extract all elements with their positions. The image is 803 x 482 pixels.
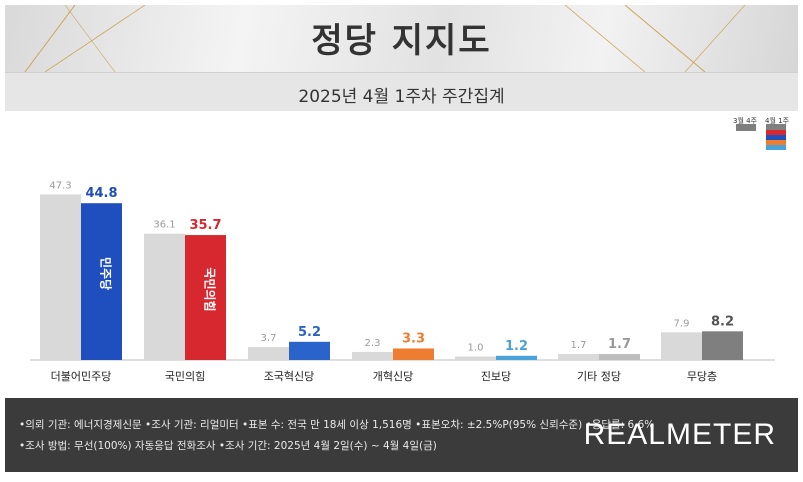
page-title: 정당 지지도 <box>311 21 492 61</box>
label-prev-2: 3.7 <box>261 333 277 344</box>
header-decoration <box>24 5 746 72</box>
bar-curr-6 <box>702 331 743 360</box>
label-curr-5: 1.7 <box>608 337 631 352</box>
party-logo-0: 민주당 <box>99 257 114 290</box>
category-label-3: 개혁신당 <box>373 370 413 383</box>
subtitle-bar: 2025년 4월 1주차 주간집계 <box>5 72 798 111</box>
label-curr-2: 5.2 <box>298 325 321 340</box>
page-subtitle: 2025년 4월 1주차 주간집계 <box>298 87 505 107</box>
category-label-5: 기타 정당 <box>577 370 621 383</box>
label-prev-5: 1.7 <box>571 340 587 351</box>
bar-prev-4 <box>455 356 496 360</box>
category-label-0: 더불어민주당 <box>51 370 112 383</box>
bar-curr-3 <box>393 348 434 360</box>
legend-swatch-curr-1 <box>766 124 786 130</box>
label-prev-1: 36.1 <box>153 220 175 231</box>
footer-line-2: •조사 방법: 무선(100%) 자동응답 전화조사 •조사 기간: 2025년… <box>19 440 437 452</box>
label-curr-3: 3.3 <box>402 331 425 346</box>
legend-swatch-curr-2 <box>766 130 786 135</box>
label-prev-3: 2.3 <box>365 338 381 349</box>
category-label-1: 국민의힘 <box>165 370 205 383</box>
category-label-6: 무당층 <box>687 370 717 383</box>
bar-curr-2 <box>289 341 330 360</box>
bar-prev-0 <box>40 194 81 360</box>
header-banner: 정당 지지도 <box>5 5 798 72</box>
legend-swatch-curr-3 <box>766 135 786 140</box>
category-label-2: 조국혁신당 <box>264 370 315 383</box>
bar-curr-4 <box>496 355 537 360</box>
bar-prev-2 <box>248 347 289 360</box>
legend-swatch-curr-4 <box>766 140 786 145</box>
label-prev-4: 1.0 <box>468 343 484 354</box>
bar-curr-1 <box>185 235 226 360</box>
brand-logo: REALMETER <box>583 418 776 451</box>
bar-curr-0 <box>81 203 122 360</box>
category-label-4: 진보당 <box>481 370 511 383</box>
party-logo-1: 국민의힘 <box>203 267 218 311</box>
legend-swatch-curr-5 <box>766 145 786 150</box>
label-curr-6: 8.2 <box>711 314 734 329</box>
label-prev-6: 7.9 <box>674 318 690 329</box>
label-curr-4: 1.2 <box>505 339 528 354</box>
bar-prev-1 <box>144 233 185 360</box>
label-curr-1: 35.7 <box>189 218 221 233</box>
label-prev-0: 47.3 <box>49 180 71 191</box>
bar-prev-6 <box>661 332 702 360</box>
legend-curr-label: 4월 1주 <box>765 117 790 125</box>
legend-prev-label: 3월 4주 <box>733 117 758 125</box>
bar-curr-5 <box>599 354 640 360</box>
legend-swatches <box>736 124 786 150</box>
footer-line-1: •의뢰 기관: 에너지경제신문 •조사 기관: 리얼미터 •표본 수: 전국 만… <box>19 419 655 431</box>
footer-notes: •의뢰 기관: 에너지경제신문 •조사 기관: 리얼미터 •표본 수: 전국 만… <box>5 398 798 472</box>
bar-prev-3 <box>352 351 393 360</box>
legend-swatch-prev <box>736 124 756 131</box>
label-curr-0: 44.8 <box>85 186 117 201</box>
bar-prev-5 <box>558 354 599 360</box>
